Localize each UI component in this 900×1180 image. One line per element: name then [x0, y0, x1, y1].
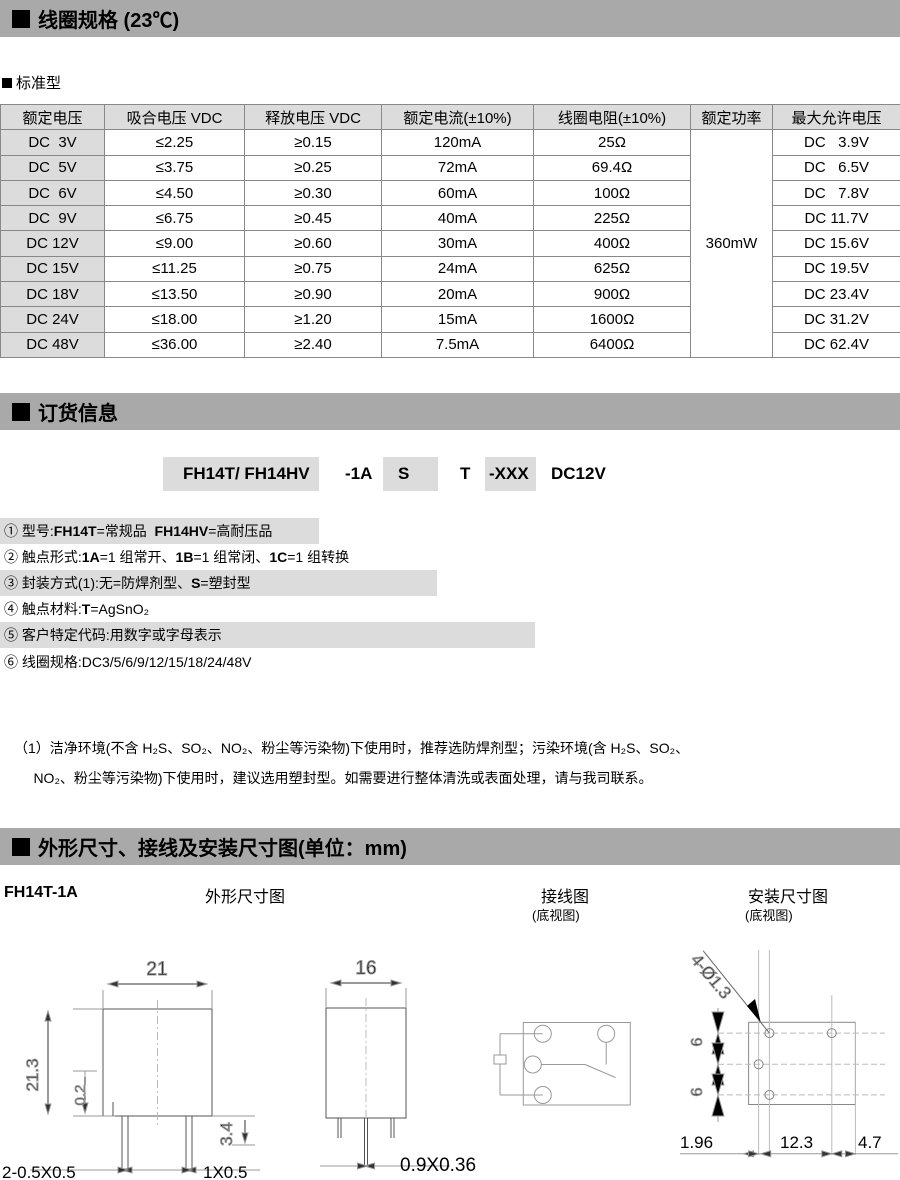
svg-text:12.3: 12.3 [780, 1133, 813, 1152]
svg-text:2-0.5X0.5: 2-0.5X0.5 [2, 1163, 76, 1180]
svg-text:6: 6 [689, 1037, 706, 1046]
svg-text:1X0.5: 1X0.5 [203, 1163, 247, 1180]
svg-text:4-Ø1.3: 4-Ø1.3 [687, 950, 735, 1002]
svg-text:4.7: 4.7 [858, 1133, 882, 1152]
svg-text:1.96: 1.96 [680, 1133, 713, 1152]
svg-text:16: 16 [355, 958, 376, 979]
svg-text:6: 6 [689, 1087, 706, 1096]
svg-text:21.3: 21.3 [23, 1058, 42, 1091]
svg-text:0.9X0.36: 0.9X0.36 [400, 1155, 476, 1176]
svg-text:21: 21 [146, 959, 167, 980]
svg-text:0.2: 0.2 [72, 1085, 89, 1106]
svg-text:3.4: 3.4 [217, 1122, 236, 1146]
